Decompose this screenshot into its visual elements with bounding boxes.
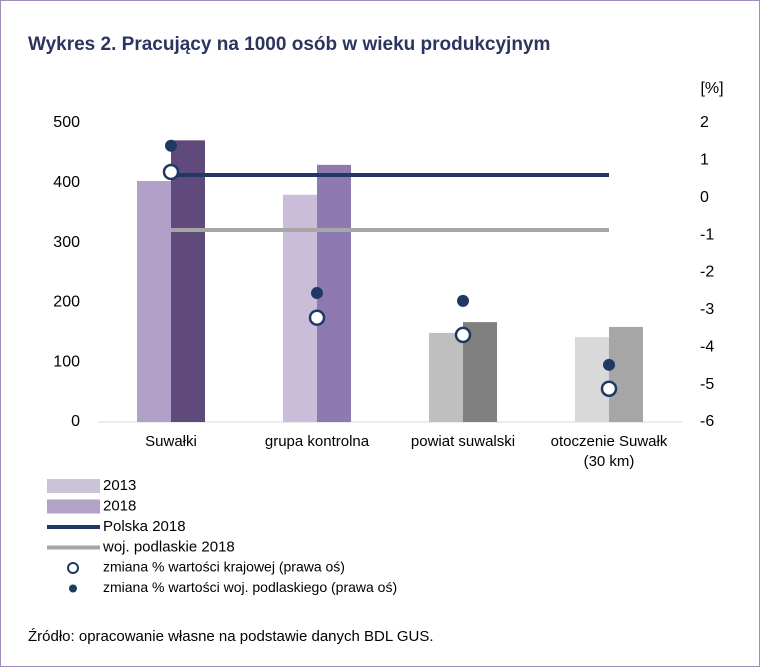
point	[162, 163, 180, 181]
legend-label: 2018	[103, 497, 136, 514]
y2-tick-label: 0	[700, 189, 709, 206]
point	[600, 380, 618, 397]
legend-label: 2013	[103, 477, 136, 494]
y-tick-label: 0	[71, 413, 80, 430]
y-tick-label: 200	[53, 294, 80, 311]
bar	[171, 140, 205, 423]
y-tick-label: 300	[53, 234, 80, 251]
legend-swatch	[67, 562, 79, 574]
legend-label: woj. podlaskie 2018	[102, 538, 235, 555]
x-tick-label: grupa kontrolna	[264, 433, 370, 450]
point	[308, 309, 326, 326]
point	[165, 139, 177, 152]
legend-swatch	[47, 479, 100, 493]
bar	[429, 332, 463, 422]
legend-swatch	[69, 584, 77, 593]
x-tick-label: Suwałki	[145, 433, 197, 450]
y2-tick-label: -2	[700, 264, 714, 281]
legend-label: zmiana % wartości krajowej (prawa oś)	[103, 559, 345, 575]
point	[311, 287, 323, 300]
chart-title: Wykres 2. Pracujący na 1000 osób w wieku…	[28, 34, 550, 55]
source: Źródło: opracowanie własne na podstawie …	[28, 628, 434, 645]
y-tick-label: 500	[53, 114, 80, 131]
point	[454, 326, 472, 344]
y2-axis-label: [%]	[700, 80, 723, 97]
bar	[575, 337, 609, 422]
bar	[283, 194, 317, 422]
legend-swatch	[47, 499, 100, 514]
y2-tick-label: -5	[700, 376, 714, 393]
y2-tick-label: -6	[700, 413, 714, 430]
legend-label: zmiana % wartości woj. podlaskiego (praw…	[103, 579, 397, 595]
y2-tick-label: 2	[700, 114, 709, 131]
y2-tick-label: -4	[700, 338, 714, 355]
x-tick-label: powiat suwalski	[410, 433, 516, 450]
legend-label: Polska 2018	[103, 518, 186, 535]
point	[603, 358, 615, 371]
y-tick-label: 100	[53, 353, 80, 370]
y2-tick-label: -3	[700, 301, 714, 318]
y-tick-label: 400	[53, 174, 80, 191]
y2-tick-label: -1	[700, 226, 714, 243]
point	[457, 294, 469, 307]
bar	[609, 326, 643, 422]
x-tick-label: otoczenie Suwałk (30 km)	[550, 433, 668, 470]
y2-tick-label: 1	[700, 152, 709, 169]
bar	[137, 181, 171, 422]
